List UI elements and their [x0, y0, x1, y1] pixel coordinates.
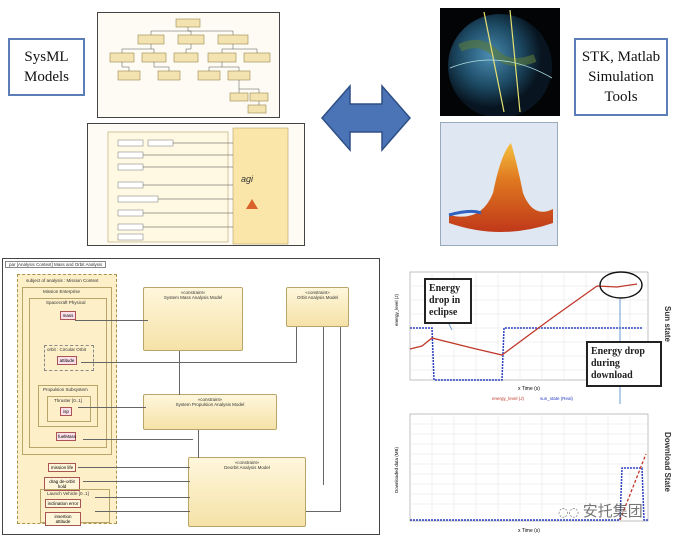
- legend-energy: energy_level (J): [492, 396, 525, 401]
- inclination-error-property: inclination error: [45, 499, 81, 508]
- svg-text:agi: agi: [241, 174, 254, 184]
- energy-level-series: [409, 283, 638, 356]
- download-state-series: [410, 467, 648, 521]
- annotation-eclipse: Energy drop in eclipse: [424, 278, 472, 324]
- sysml-tree-diagram: [97, 12, 280, 118]
- attitude-property: attitude: [57, 356, 77, 365]
- downloaded-data-series: [619, 453, 647, 521]
- propulsion-analysis-block: «constraint» System Propulsion Analysis M…: [143, 394, 277, 430]
- deorbit-analysis-block: «constraint» Deorbit Analysis Model: [188, 457, 306, 527]
- parametric-diagram: par [Analysis Context] Mass and Orbit An…: [2, 258, 380, 535]
- mass-analysis-block: «constraint» System Mass Analysis Model: [143, 287, 243, 351]
- mass-property: mass: [60, 311, 76, 320]
- simulation-tools-label: STK, Matlab Simulation Tools: [574, 38, 668, 116]
- frame-title: par [Analysis Context] Mass and Orbit An…: [5, 261, 107, 268]
- bottom-chart-y2label: Download State: [663, 432, 672, 493]
- legend-sun: sun_state (Real): [540, 396, 574, 401]
- mission-life-property: mission life: [48, 463, 76, 472]
- top-chart-xlabel: x Time (s): [518, 386, 540, 392]
- stk-globe-image: [440, 8, 560, 116]
- orbit-analysis-block: «constraint» Orbit Analysis Model: [286, 287, 349, 327]
- insertion-attitude-property: insertion attitude: [45, 512, 81, 526]
- top-chart-ylabel: energy_level (J): [394, 293, 399, 326]
- bottom-chart-xlabel: x Time (s): [518, 528, 540, 534]
- tree-diagram-graphic: [109, 18, 271, 114]
- wechat-icon: ◌◌: [558, 505, 583, 519]
- sun-state-series: [410, 327, 642, 381]
- annotation-download: Energy drop during download: [586, 341, 662, 387]
- mission-context-block: subject of analysis : Mission Context Mi…: [17, 274, 117, 526]
- ibd-diagram-graphic: agi: [107, 127, 289, 245]
- matlab-peaks-image: [440, 122, 558, 246]
- sysml-models-label: SysML Models: [8, 38, 85, 96]
- watermark: ◌◌ 安托集团: [558, 502, 643, 520]
- bottom-chart-ylabel: Downloaded data (MB): [394, 446, 399, 493]
- fuel-mass-property: fuelMass: [56, 432, 77, 441]
- isp-property: isp: [60, 407, 72, 416]
- top-chart-y2label: Sun state: [663, 306, 672, 343]
- energy-level-chart: x Time (s) energy_level (J) energy_level…: [392, 266, 677, 526]
- sysml-ibd-diagram: agi: [87, 123, 305, 246]
- bidirectional-arrow-icon: [321, 84, 411, 152]
- orbit-hold-property: drag de-orbit hold: [44, 477, 80, 491]
- downloaded-data-chart: x Time (s) Downloaded data (MB) Download…: [392, 408, 677, 537]
